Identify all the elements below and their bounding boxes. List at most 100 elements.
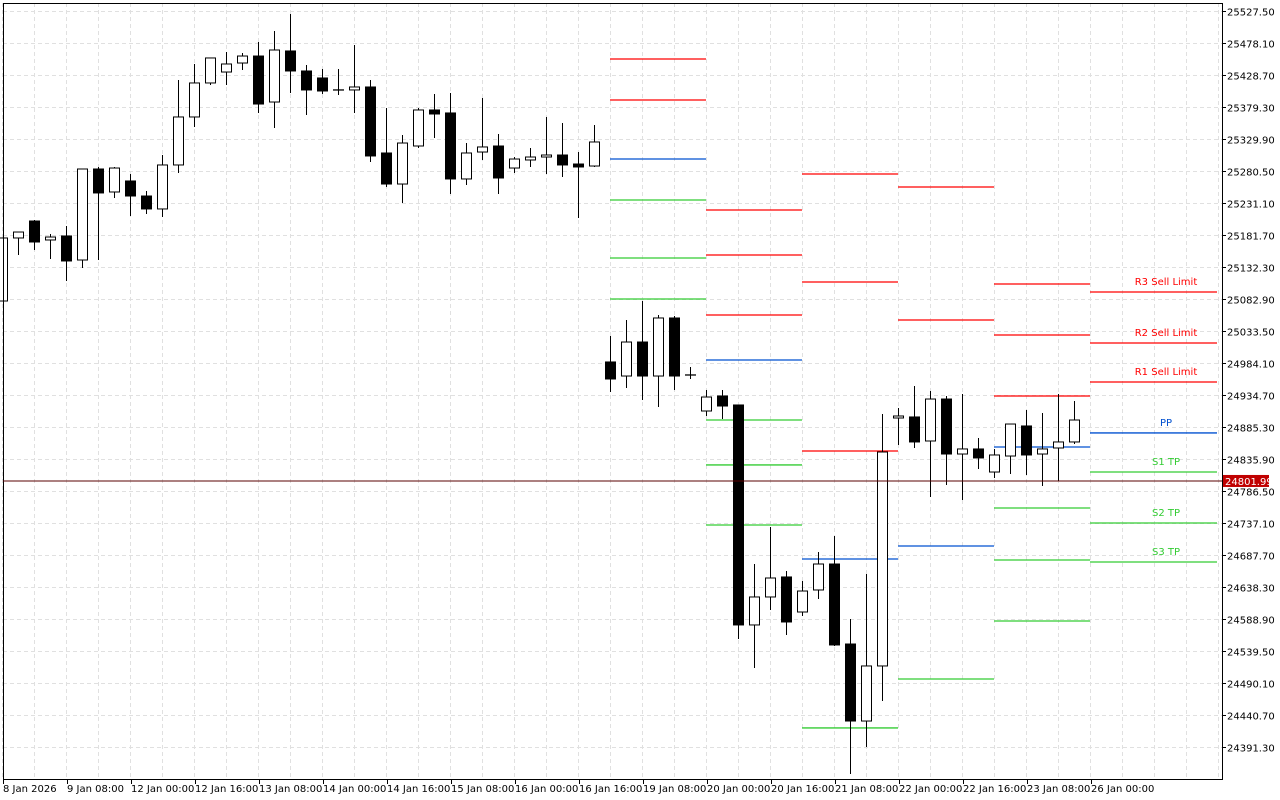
candle-body bbox=[429, 109, 440, 115]
candle bbox=[685, 367, 696, 379]
candle bbox=[77, 168, 88, 268]
pivot-levels bbox=[610, 58, 1090, 729]
candle-body bbox=[909, 416, 920, 443]
candle-body bbox=[349, 86, 360, 91]
candle-body bbox=[733, 404, 744, 626]
candle-body bbox=[125, 180, 136, 197]
candle-body bbox=[989, 454, 1000, 473]
candle bbox=[1069, 400, 1080, 444]
candle-body bbox=[301, 70, 312, 91]
candle-body bbox=[525, 156, 536, 161]
candle bbox=[157, 155, 168, 217]
candle-body bbox=[957, 448, 968, 455]
price-tick-label: 25478.10 bbox=[1227, 40, 1275, 51]
level-label: PP bbox=[1160, 418, 1172, 429]
candle bbox=[621, 319, 632, 389]
candle bbox=[941, 395, 952, 485]
time-tick-label: 16 Jan 00:00 bbox=[515, 784, 578, 795]
price-tick-label: 25231.10 bbox=[1227, 200, 1275, 211]
candle bbox=[573, 152, 584, 218]
time-tick-label: 23 Jan 08:00 bbox=[1027, 784, 1090, 795]
candle bbox=[589, 125, 600, 167]
price-tick-label: 24539.50 bbox=[1227, 648, 1275, 659]
candle-body bbox=[925, 398, 936, 442]
candle-body bbox=[557, 154, 568, 166]
candle bbox=[749, 564, 760, 668]
level-label: R3 Sell Limit bbox=[1135, 277, 1198, 288]
price-tick-label: 25181.70 bbox=[1227, 232, 1275, 243]
candle bbox=[477, 97, 488, 160]
candle bbox=[29, 219, 40, 250]
candle-body bbox=[269, 49, 280, 103]
candle-body bbox=[1069, 419, 1080, 443]
current-price-badge bbox=[1223, 474, 1269, 487]
candle-body bbox=[61, 235, 72, 262]
candle bbox=[333, 68, 344, 96]
candle bbox=[461, 143, 472, 185]
candle bbox=[365, 79, 376, 162]
level-label: R1 Sell Limit bbox=[1135, 367, 1198, 378]
candle bbox=[125, 173, 136, 217]
time-tick-label: 26 Jan 00:00 bbox=[1091, 784, 1154, 795]
candle bbox=[45, 233, 56, 259]
candle bbox=[285, 13, 296, 94]
candle bbox=[557, 123, 568, 177]
candle-body bbox=[797, 590, 808, 613]
level-label: S3 TP bbox=[1152, 547, 1180, 558]
current-pivot-levels: R3 Sell Limit R2 Sell Limit R1 Sell Limit P… bbox=[1090, 277, 1217, 563]
candle bbox=[541, 116, 552, 174]
time-tick-label: 22 Jan 00:00 bbox=[899, 784, 962, 795]
candle-body bbox=[589, 141, 600, 167]
candle bbox=[1005, 423, 1016, 474]
current-price: 24801.99 bbox=[3, 474, 1273, 488]
candle-body bbox=[1037, 448, 1048, 455]
candle-body bbox=[781, 576, 792, 623]
candle-body bbox=[141, 195, 152, 210]
price-tick-label: 24835.90 bbox=[1227, 456, 1275, 467]
time-tick-label: 20 Jan 16:00 bbox=[771, 784, 834, 795]
candle bbox=[733, 404, 744, 640]
candle bbox=[109, 166, 120, 199]
candle-body bbox=[237, 55, 248, 64]
level-label: S1 TP bbox=[1152, 457, 1180, 468]
time-axis[interactable]: 8 Jan 2026 9 Jan 08:00 12 Jan 00:00 12 Jan … bbox=[3, 3, 1223, 795]
price-tick-label: 24490.10 bbox=[1227, 680, 1275, 691]
candle bbox=[845, 619, 856, 775]
plot-area bbox=[3, 3, 1222, 779]
candle-body bbox=[173, 116, 184, 166]
candle bbox=[973, 438, 984, 469]
price-tick-label: 24786.50 bbox=[1227, 488, 1275, 499]
candle-body bbox=[445, 112, 456, 180]
candle bbox=[781, 571, 792, 635]
candle bbox=[493, 134, 504, 194]
candle bbox=[349, 45, 360, 113]
candle-body bbox=[653, 317, 664, 377]
candle-body bbox=[717, 395, 728, 407]
price-tick-label: 24440.70 bbox=[1227, 712, 1275, 723]
time-tick-label: 8 Jan 2026 bbox=[3, 784, 57, 795]
candle-body bbox=[877, 451, 888, 667]
candle-body bbox=[749, 596, 760, 626]
candle-body bbox=[397, 142, 408, 185]
candle bbox=[989, 448, 1000, 478]
candle-body bbox=[941, 398, 952, 455]
candle bbox=[205, 57, 216, 85]
candle bbox=[13, 231, 24, 256]
time-tick-label: 13 Jan 08:00 bbox=[259, 784, 322, 795]
candle bbox=[1053, 393, 1064, 481]
candle-body bbox=[157, 164, 168, 210]
candle-body bbox=[813, 563, 824, 591]
candle bbox=[397, 134, 408, 203]
candle bbox=[381, 107, 392, 187]
price-tick-label: 24984.10 bbox=[1227, 360, 1275, 371]
price-tick-label: 25082.90 bbox=[1227, 296, 1275, 307]
candle bbox=[717, 390, 728, 419]
candle-body bbox=[829, 563, 840, 646]
grid bbox=[2, 3, 1222, 779]
time-tick-label: 22 Jan 16:00 bbox=[963, 784, 1026, 795]
price-axis[interactable]: 25527.50 25478.10 25428.70 25379.30 25329.90… bbox=[1222, 3, 1275, 779]
candle bbox=[445, 93, 456, 194]
candle bbox=[301, 64, 312, 115]
price-tick-label: 24737.10 bbox=[1227, 520, 1275, 531]
